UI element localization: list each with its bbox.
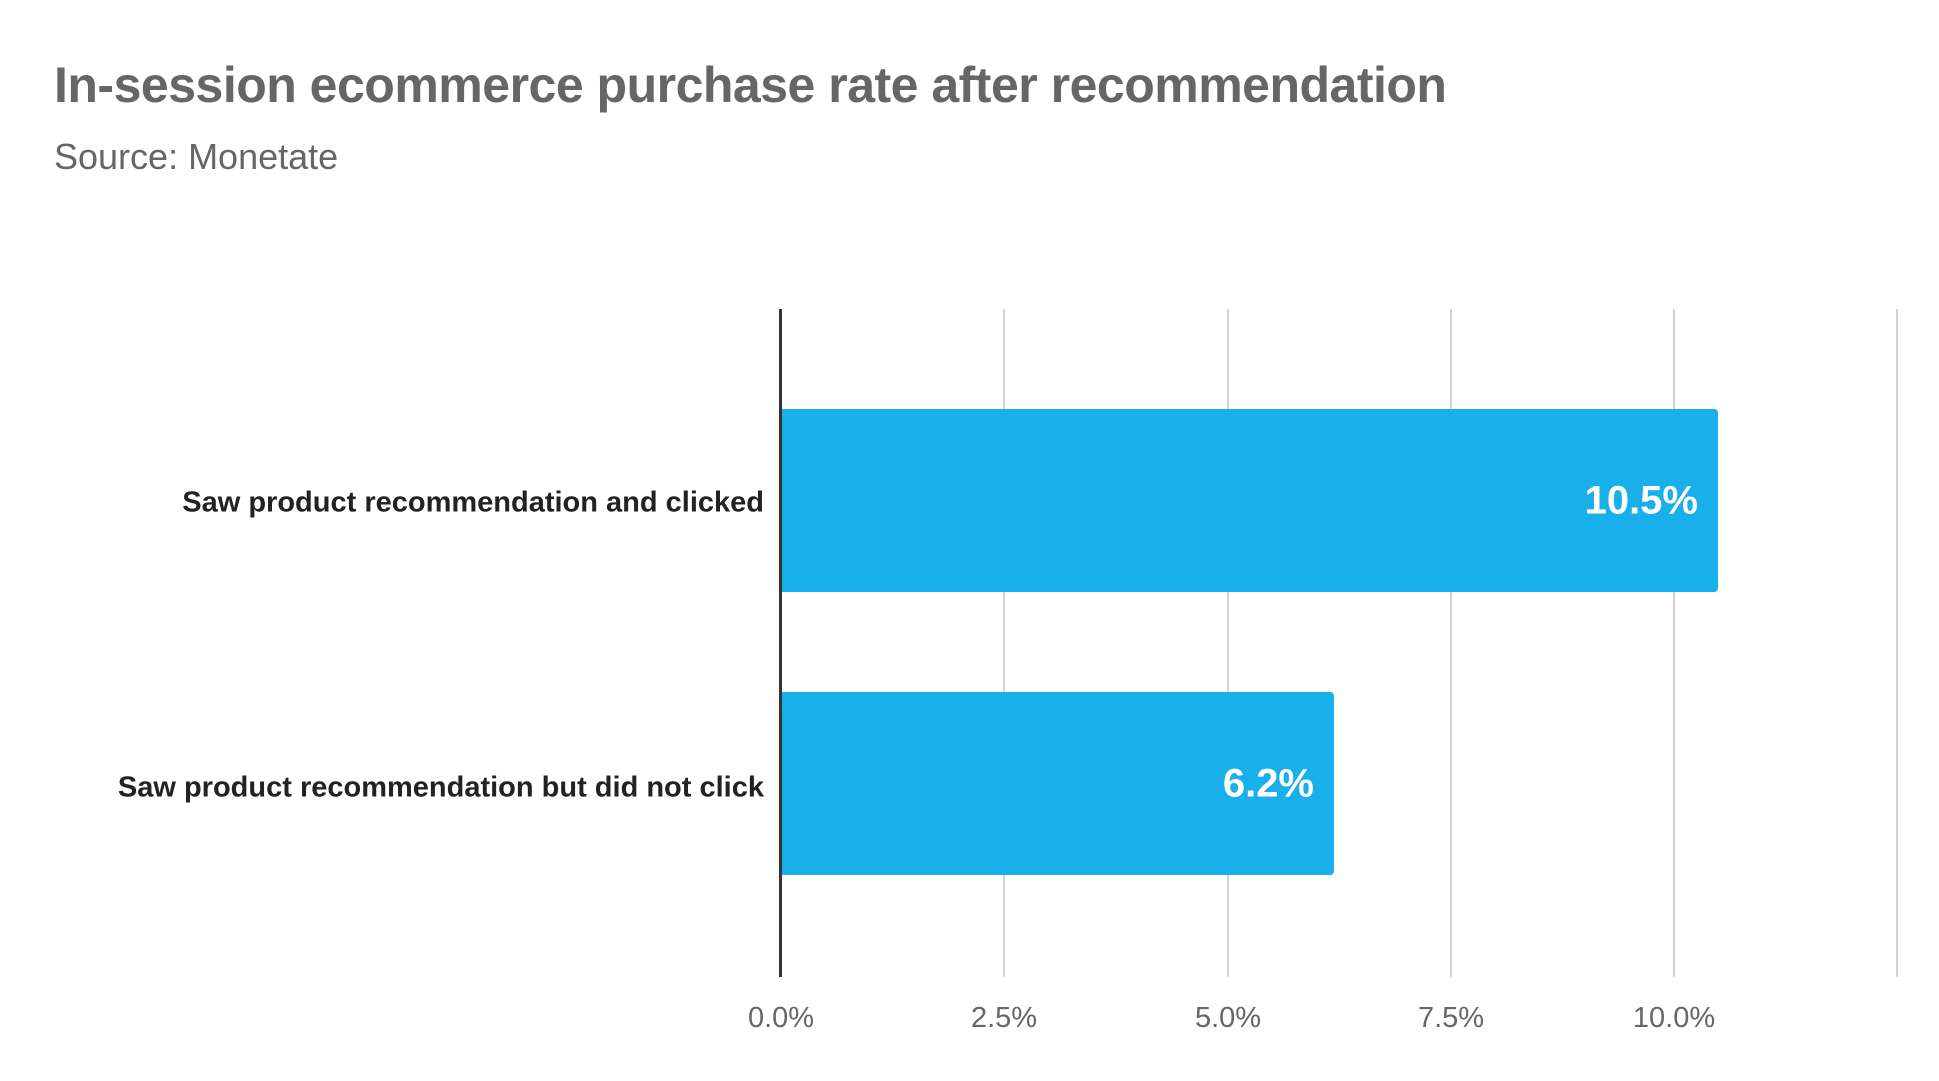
gridline-5-0 (1227, 309, 1229, 977)
x-tick-label: 0.0% (747, 1002, 815, 1034)
plot-area: 10.5% 6.2% (779, 309, 1900, 977)
bar-clicked[interactable]: 10.5% (780, 409, 1718, 592)
category-label: Saw product recommendation but did not c… (117, 771, 764, 804)
x-tick-label: 10.0% (1632, 1002, 1716, 1034)
bar-value-label: 6.2% (1222, 761, 1314, 805)
bar-value-label: 10.5% (1584, 478, 1698, 522)
gridline-12-5 (1896, 309, 1898, 977)
x-tick-label: 2.5% (970, 1002, 1038, 1034)
gridline-2-5 (1003, 309, 1005, 977)
chart-subtitle: Source: Monetate (54, 136, 339, 177)
x-tick-label: 7.5% (1417, 1002, 1485, 1034)
gridline-7-5 (1450, 309, 1452, 977)
chart-title: In-session ecommerce purchase rate after… (54, 57, 1447, 113)
y-axis-line (779, 309, 782, 977)
gridline-10-0 (1673, 309, 1675, 977)
bar-not-clicked[interactable]: 6.2% (780, 692, 1334, 875)
category-label: Saw product recommendation and clicked (182, 486, 764, 519)
x-tick-label: 5.0% (1194, 1002, 1262, 1034)
